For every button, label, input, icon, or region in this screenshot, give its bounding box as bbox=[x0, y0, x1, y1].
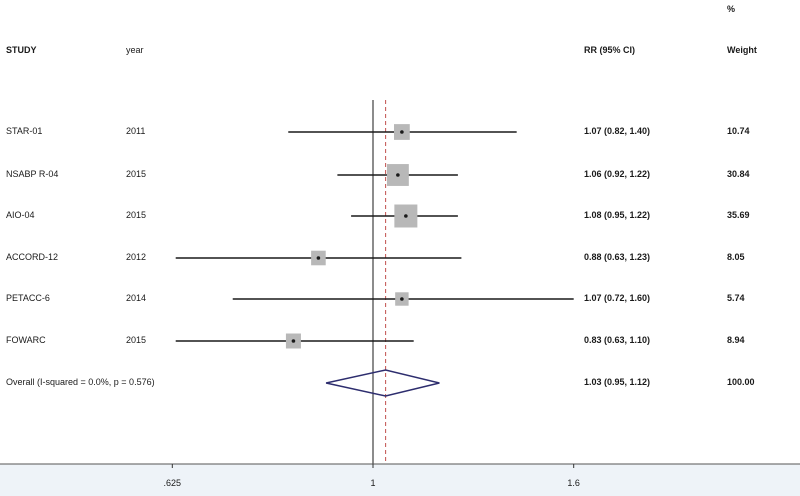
study-rr-ci: 1.07 (0.82, 1.40) bbox=[584, 126, 651, 136]
point-estimate bbox=[316, 256, 321, 260]
study-rr-ci: 1.08 (0.95, 1.22) bbox=[584, 210, 651, 220]
study-header: STUDY bbox=[6, 45, 37, 55]
study-weight: 5.74 bbox=[727, 293, 745, 303]
point-estimate bbox=[404, 214, 408, 218]
study-name: FOWARC bbox=[6, 335, 46, 345]
study-weight: 35.69 bbox=[727, 210, 750, 220]
x-tick-label: 1.6 bbox=[567, 478, 580, 488]
study-year: 2011 bbox=[126, 126, 146, 136]
point-estimate bbox=[400, 297, 404, 301]
study-name: AIO-04 bbox=[6, 210, 35, 220]
rr-header: RR (95% CI) bbox=[584, 45, 636, 55]
study-name: PETACC-6 bbox=[6, 293, 50, 303]
study-name: NSABP R-04 bbox=[6, 169, 59, 179]
study-weight: 8.94 bbox=[727, 335, 745, 345]
point-estimate bbox=[396, 173, 400, 177]
axis-band bbox=[0, 464, 800, 496]
overall-label: Overall (I-squared = 0.0%, p = 0.576) bbox=[6, 377, 155, 387]
weight-header: Weight bbox=[727, 45, 757, 55]
study-rr-ci: 1.07 (0.72, 1.60) bbox=[584, 293, 651, 303]
study-weight: 10.74 bbox=[727, 126, 750, 136]
study-year: 2015 bbox=[126, 169, 147, 179]
x-tick-label: .625 bbox=[164, 478, 182, 488]
study-year: 2012 bbox=[126, 252, 147, 262]
study-name: STAR-01 bbox=[6, 126, 43, 136]
study-year: 2015 bbox=[126, 210, 147, 220]
point-estimate bbox=[400, 130, 404, 134]
study-year: 2015 bbox=[126, 335, 147, 345]
study-year: 2014 bbox=[126, 293, 147, 303]
study-name: ACCORD-12 bbox=[6, 252, 59, 262]
overall-rr-ci: 1.03 (0.95, 1.12) bbox=[584, 377, 651, 387]
study-weight: 8.05 bbox=[727, 252, 745, 262]
x-tick-label: 1 bbox=[370, 478, 375, 488]
study-rr-ci: 0.83 (0.63, 1.10) bbox=[584, 335, 651, 345]
weight-pct-header: % bbox=[727, 4, 736, 14]
overall-weight: 100.00 bbox=[727, 377, 755, 387]
study-rr-ci: 0.88 (0.63, 1.23) bbox=[584, 252, 651, 262]
year-header: year bbox=[126, 45, 144, 55]
study-rr-ci: 1.06 (0.92, 1.22) bbox=[584, 169, 651, 179]
point-estimate bbox=[291, 339, 296, 343]
overall-diamond bbox=[325, 369, 440, 397]
study-weight: 30.84 bbox=[727, 169, 750, 179]
